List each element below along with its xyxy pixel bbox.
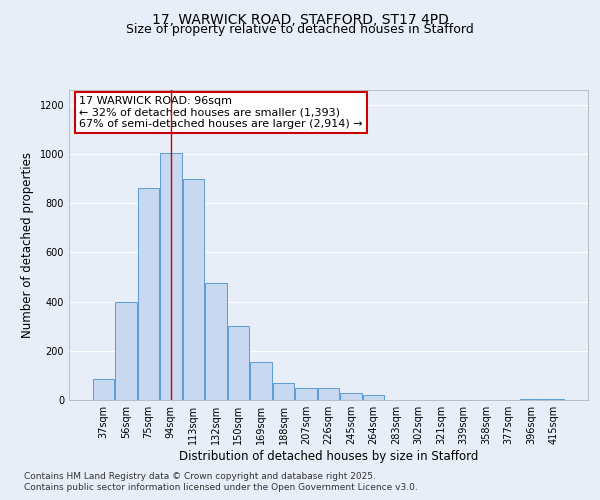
- Bar: [137, 188, 159, 400]
- Bar: [543, 399, 565, 400]
- Text: 17, WARWICK ROAD, STAFFORD, ST17 4PD: 17, WARWICK ROAD, STAFFORD, ST17 4PD: [152, 12, 448, 26]
- Bar: [92, 379, 114, 400]
- Bar: [115, 302, 137, 400]
- Y-axis label: Number of detached properties: Number of detached properties: [21, 152, 34, 338]
- Text: 17 WARWICK ROAD: 96sqm
← 32% of detached houses are smaller (1,393)
67% of semi-: 17 WARWICK ROAD: 96sqm ← 32% of detached…: [79, 96, 363, 130]
- Bar: [273, 383, 294, 400]
- Bar: [182, 178, 204, 400]
- Bar: [205, 283, 227, 400]
- Text: Size of property relative to detached houses in Stafford: Size of property relative to detached ho…: [126, 22, 474, 36]
- Bar: [228, 326, 249, 400]
- Bar: [295, 388, 317, 400]
- Text: Contains public sector information licensed under the Open Government Licence v3: Contains public sector information licen…: [24, 483, 418, 492]
- Text: Contains HM Land Registry data © Crown copyright and database right 2025.: Contains HM Land Registry data © Crown c…: [24, 472, 376, 481]
- Bar: [250, 362, 272, 400]
- X-axis label: Distribution of detached houses by size in Stafford: Distribution of detached houses by size …: [179, 450, 478, 463]
- Bar: [318, 388, 339, 400]
- Bar: [160, 152, 182, 400]
- Bar: [363, 395, 384, 400]
- Bar: [520, 399, 542, 400]
- Bar: [340, 392, 362, 400]
